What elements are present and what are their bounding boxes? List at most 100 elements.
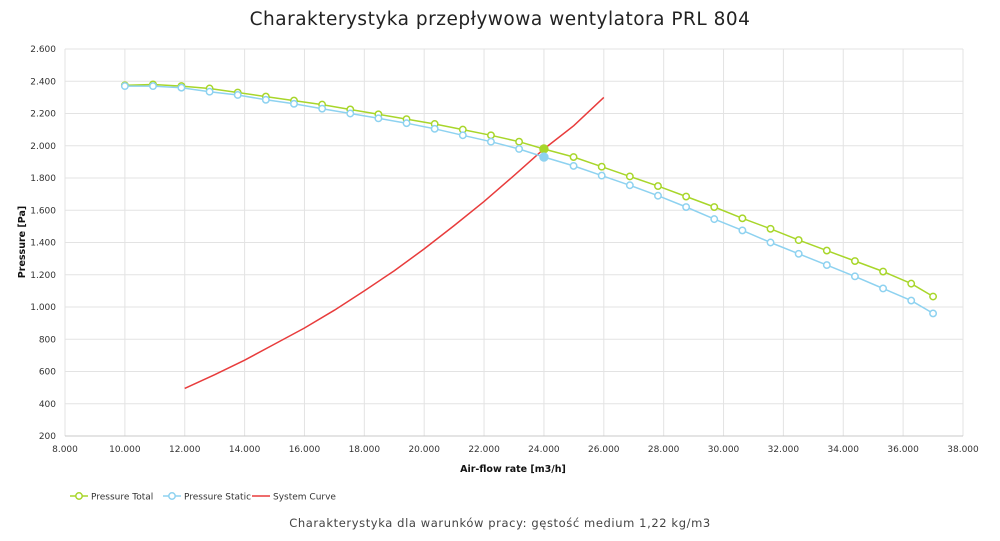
series-system-curve bbox=[184, 96, 605, 390]
pressure-total-point[interactable] bbox=[569, 153, 578, 161]
pressure-static-point[interactable] bbox=[374, 114, 383, 123]
pressure-static-point[interactable] bbox=[625, 181, 634, 190]
legend-label: System Curve bbox=[273, 493, 336, 503]
footnote: Charakterystyka dla warunków pracy: gęst… bbox=[289, 516, 711, 530]
pressure-static-point[interactable] bbox=[794, 249, 803, 258]
x-tick-label: 24.000 bbox=[528, 445, 560, 455]
pressure-total-point[interactable] bbox=[710, 203, 719, 211]
pressure-static-point[interactable] bbox=[515, 145, 524, 153]
legend[interactable]: Pressure Total Pressure Static System Curv… bbox=[70, 492, 336, 503]
y-tick-label: 2.200 bbox=[30, 110, 56, 120]
x-tick-label: 38.000 bbox=[947, 445, 979, 455]
pressure-total-point[interactable] bbox=[682, 192, 691, 201]
operating-point-static[interactable] bbox=[539, 152, 549, 162]
y-axis-label: Pressure [Pa] bbox=[17, 206, 28, 278]
pressure-total-point[interactable] bbox=[625, 172, 634, 181]
pressure-total-point[interactable] bbox=[794, 236, 803, 245]
y-tick-label: 1.200 bbox=[30, 271, 56, 281]
pressure-static-point[interactable] bbox=[597, 171, 606, 180]
legend-label: Pressure Static bbox=[184, 493, 251, 503]
pressure-total-point[interactable] bbox=[654, 182, 662, 191]
legend-label: Pressure Total bbox=[91, 493, 153, 503]
y-tick-label: 2.400 bbox=[30, 77, 56, 87]
series-pressure-total bbox=[120, 80, 938, 301]
pressure-static-point[interactable] bbox=[120, 82, 129, 91]
y-tick-label: 2.000 bbox=[30, 142, 56, 152]
pressure-static-point[interactable] bbox=[682, 203, 691, 211]
y-axis-ticks: 200 400 600 800 1.000 1.200 1.400 1.600 1.800 2.0… bbox=[30, 45, 56, 442]
x-tick-label: 26.000 bbox=[588, 445, 620, 455]
x-tick-label: 32.000 bbox=[768, 445, 800, 455]
system-curve-line bbox=[184, 96, 605, 390]
pressure-static-point[interactable] bbox=[233, 91, 242, 99]
legend-marker bbox=[75, 492, 83, 500]
pressure-static-point[interactable] bbox=[929, 309, 938, 318]
pressure-total-point[interactable] bbox=[738, 214, 747, 223]
legend-item-pressure-static[interactable]: Pressure Static bbox=[163, 492, 251, 503]
pressure-total-point[interactable] bbox=[929, 292, 938, 301]
chart-title: Charakterystyka przepływowa wentylatora … bbox=[249, 9, 751, 30]
pressure-static-point[interactable] bbox=[569, 161, 578, 170]
pressure-static-point[interactable] bbox=[822, 261, 831, 270]
pressure-static-point[interactable] bbox=[654, 191, 662, 200]
x-tick-label: 18.000 bbox=[349, 445, 381, 455]
pressure-total-point[interactable] bbox=[822, 246, 831, 255]
y-tick-label: 1.000 bbox=[30, 303, 56, 313]
pressure-static-point[interactable] bbox=[318, 104, 327, 113]
pressure-static-point[interactable] bbox=[879, 284, 888, 293]
x-axis-label: Air-flow rate [m3/h] bbox=[460, 464, 566, 475]
pressure-static-point[interactable] bbox=[487, 137, 495, 146]
x-tick-label: 34.000 bbox=[828, 445, 860, 455]
x-tick-label: 16.000 bbox=[289, 445, 321, 455]
operating-point-total[interactable] bbox=[539, 144, 549, 154]
legend-marker bbox=[168, 492, 176, 500]
series-pressure-static bbox=[120, 82, 938, 318]
pressure-static-point[interactable] bbox=[907, 296, 916, 305]
pressure-total-point[interactable] bbox=[850, 257, 859, 265]
pressure-total-point[interactable] bbox=[879, 267, 888, 276]
x-tick-label: 36.000 bbox=[887, 445, 919, 455]
y-tick-label: 2.600 bbox=[30, 45, 56, 55]
pressure-static-point[interactable] bbox=[738, 226, 747, 235]
y-tick-label: 800 bbox=[39, 335, 56, 345]
pressure-static-point[interactable] bbox=[458, 131, 467, 140]
x-tick-label: 30.000 bbox=[708, 445, 740, 455]
grid bbox=[64, 48, 964, 437]
x-tick-label: 22.000 bbox=[468, 445, 500, 455]
legend-item-system-curve[interactable]: System Curve bbox=[252, 493, 336, 503]
pressure-static-point[interactable] bbox=[290, 99, 298, 108]
pressure-static-point[interactable] bbox=[402, 119, 411, 128]
pressure-static-point[interactable] bbox=[346, 109, 355, 118]
pressure-total-point[interactable] bbox=[907, 279, 916, 288]
x-tick-label: 10.000 bbox=[109, 445, 141, 455]
pressure-total-line bbox=[124, 83, 934, 298]
pressure-static-point[interactable] bbox=[850, 272, 859, 281]
x-axis-ticks: 8.000 10.000 12.000 14.000 16.000 18.000 20.00… bbox=[52, 445, 979, 455]
y-tick-label: 1.400 bbox=[30, 239, 56, 249]
pressure-static-point[interactable] bbox=[710, 215, 719, 224]
series bbox=[120, 80, 938, 390]
x-tick-label: 12.000 bbox=[169, 445, 201, 455]
pressure-static-point[interactable] bbox=[766, 238, 775, 247]
pressure-static-point[interactable] bbox=[177, 83, 186, 92]
y-tick-label: 1.800 bbox=[30, 174, 56, 184]
y-tick-label: 200 bbox=[39, 432, 56, 442]
x-tick-label: 8.000 bbox=[52, 445, 78, 455]
legend-item-pressure-total[interactable]: Pressure Total bbox=[70, 492, 153, 503]
x-tick-label: 28.000 bbox=[648, 445, 680, 455]
pressure-total-point[interactable] bbox=[597, 162, 606, 171]
y-tick-label: 400 bbox=[39, 400, 56, 410]
pressure-total-point[interactable] bbox=[487, 131, 495, 140]
pressure-static-line bbox=[124, 85, 934, 315]
y-tick-label: 1.600 bbox=[30, 206, 56, 216]
pressure-static-point[interactable] bbox=[205, 87, 214, 96]
pressure-static-point[interactable] bbox=[261, 95, 270, 104]
pressure-static-point[interactable] bbox=[430, 124, 439, 133]
y-tick-label: 600 bbox=[39, 368, 56, 378]
pressure-static-point[interactable] bbox=[149, 82, 157, 91]
pressure-total-point[interactable] bbox=[766, 224, 775, 233]
x-tick-label: 20.000 bbox=[408, 445, 440, 455]
pressure-total-point[interactable] bbox=[515, 137, 524, 146]
x-tick-label: 14.000 bbox=[229, 445, 261, 455]
